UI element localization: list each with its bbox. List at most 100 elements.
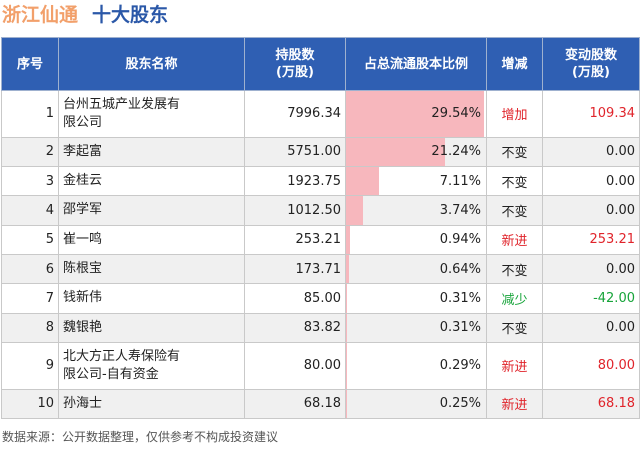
table-row: 3 金桂云 1923.75 7.11% 不变 0.00 — [1, 165, 640, 197]
col-header-ratio: 占总流通股本比例 — [345, 37, 487, 91]
ratio-value: 7.11% — [439, 173, 481, 189]
change-cell: 不变 — [486, 136, 543, 167]
col-header-delta: 变动股数 (万股) — [542, 37, 640, 91]
delta-shares-cell: -42.00 — [542, 283, 640, 314]
change-cell: 新进 — [486, 224, 543, 255]
ratio-value: 0.94% — [439, 232, 481, 248]
change-cell: 不变 — [486, 165, 543, 197]
holder-name-cell: 台州五城产业发展有 限公司 — [58, 90, 245, 138]
ratio-cell: 0.31% — [345, 312, 487, 343]
shares-cell: 1012.50 — [244, 195, 346, 226]
table-row: 8 魏银艳 83.82 0.31% 不变 0.00 — [1, 312, 640, 343]
ratio-bar — [346, 342, 348, 389]
change-cell: 减少 — [486, 283, 543, 314]
col-header-shares: 持股数 (万股) — [244, 37, 346, 91]
delta-shares-cell: 0.00 — [542, 253, 640, 285]
ratio-value: 3.74% — [439, 202, 481, 218]
table-row: 2 李起富 5751.00 21.24% 不变 0.00 — [1, 136, 640, 167]
change-cell: 新进 — [486, 341, 543, 390]
company-name: 浙江仙通 — [2, 4, 79, 26]
ratio-value: 0.25% — [439, 396, 481, 412]
delta-shares-cell: 0.00 — [542, 312, 640, 343]
rank-cell: 8 — [1, 312, 59, 343]
table-row: 4 邵学军 1012.50 3.74% 不变 0.00 — [1, 195, 640, 226]
data-source-note: 数据来源：公开数据整理，仅供参考不构成投资建议 — [2, 430, 279, 444]
ratio-bar — [346, 91, 484, 137]
shares-cell: 83.82 — [244, 312, 346, 343]
ratio-value: 0.64% — [439, 261, 481, 277]
ratio-value: 0.31% — [439, 290, 481, 306]
ratio-cell: 0.64% — [345, 253, 487, 285]
shareholders-table: 序号 股东名称 持股数 (万股) 占总流通股本比例 增减 变动股数 (万股) 1… — [1, 37, 640, 420]
shares-cell: 1923.75 — [244, 165, 346, 197]
ratio-cell: 0.25% — [345, 388, 487, 420]
delta-shares-cell: 68.18 — [542, 388, 640, 420]
ratio-cell: 21.24% — [345, 136, 487, 167]
holder-name-cell: 邵学军 — [58, 195, 245, 226]
col-header-name: 股东名称 — [58, 37, 245, 91]
holder-name-cell: 魏银艳 — [58, 312, 245, 343]
rank-cell: 6 — [1, 253, 59, 285]
change-cell: 不变 — [486, 253, 543, 285]
ratio-bar — [346, 313, 348, 342]
section-subtitle: 十大股东 — [92, 4, 169, 26]
table-row: 10 孙海士 68.18 0.25% 新进 68.18 — [1, 388, 640, 420]
ratio-value: 29.54% — [431, 106, 481, 122]
holder-name-cell: 北大方正人寿保险有 限公司-自有资金 — [58, 341, 245, 390]
change-cell: 新进 — [486, 388, 543, 420]
delta-shares-cell: 0.00 — [542, 195, 640, 226]
ratio-cell: 0.31% — [345, 283, 487, 314]
holder-name-cell: 李起富 — [58, 136, 245, 167]
ratio-value: 21.24% — [431, 144, 481, 160]
ratio-bar — [346, 166, 380, 196]
ratio-bar — [346, 284, 348, 313]
ratio-bar — [346, 389, 348, 418]
change-cell: 不变 — [486, 195, 543, 226]
ratio-cell: 0.94% — [345, 224, 487, 255]
table-row: 1 台州五城产业发展有 限公司 7996.34 29.54% 增加 109.34 — [1, 90, 640, 138]
shares-cell: 253.21 — [244, 224, 346, 255]
ratio-value: 0.31% — [439, 320, 481, 336]
holder-name-cell: 陈根宝 — [58, 253, 245, 285]
rank-cell: 5 — [1, 224, 59, 255]
delta-shares-cell: 253.21 — [542, 224, 640, 255]
shares-cell: 68.18 — [244, 388, 346, 420]
ratio-cell: 29.54% — [345, 90, 487, 138]
shares-cell: 80.00 — [244, 341, 346, 390]
table-row: 5 崔一鸣 253.21 0.94% 新进 253.21 — [1, 224, 640, 255]
table-row: 7 钱新伟 85.00 0.31% 减少 -42.00 — [1, 283, 640, 314]
ratio-bar — [346, 225, 351, 254]
shares-cell: 85.00 — [244, 283, 346, 314]
shares-cell: 7996.34 — [244, 90, 346, 138]
rank-cell: 4 — [1, 195, 59, 226]
rank-cell: 2 — [1, 136, 59, 167]
delta-shares-cell: 0.00 — [542, 165, 640, 197]
delta-shares-cell: 80.00 — [542, 341, 640, 390]
col-header-rank: 序号 — [1, 37, 59, 91]
table-header-row: 序号 股东名称 持股数 (万股) 占总流通股本比例 增减 变动股数 (万股) — [1, 37, 640, 91]
ratio-bar — [346, 196, 364, 225]
col-header-change: 增减 — [486, 37, 543, 91]
delta-shares-cell: 0.00 — [542, 136, 640, 167]
ratio-cell: 3.74% — [345, 195, 487, 226]
ratio-bar — [346, 254, 349, 284]
shares-cell: 173.71 — [244, 253, 346, 285]
delta-shares-cell: 109.34 — [542, 90, 640, 138]
ratio-cell: 7.11% — [345, 165, 487, 197]
change-cell: 增加 — [486, 90, 543, 138]
change-cell: 不变 — [486, 312, 543, 343]
rank-cell: 7 — [1, 283, 59, 314]
rank-cell: 1 — [1, 90, 59, 138]
ratio-value: 0.29% — [439, 358, 481, 374]
holder-name-cell: 钱新伟 — [58, 283, 245, 314]
holder-name-cell: 孙海士 — [58, 388, 245, 420]
rank-cell: 10 — [1, 388, 59, 420]
shares-cell: 5751.00 — [244, 136, 346, 167]
holder-name-cell: 崔一鸣 — [58, 224, 245, 255]
ratio-bar — [346, 137, 446, 166]
table-row: 9 北大方正人寿保险有 限公司-自有资金 80.00 0.29% 新进 80.00 — [1, 341, 640, 390]
ratio-cell: 0.29% — [345, 341, 487, 390]
rank-cell: 3 — [1, 165, 59, 197]
table-row: 6 陈根宝 173.71 0.64% 不变 0.00 — [1, 253, 640, 285]
page-title: 浙江仙通 十大股东 — [0, 0, 640, 34]
